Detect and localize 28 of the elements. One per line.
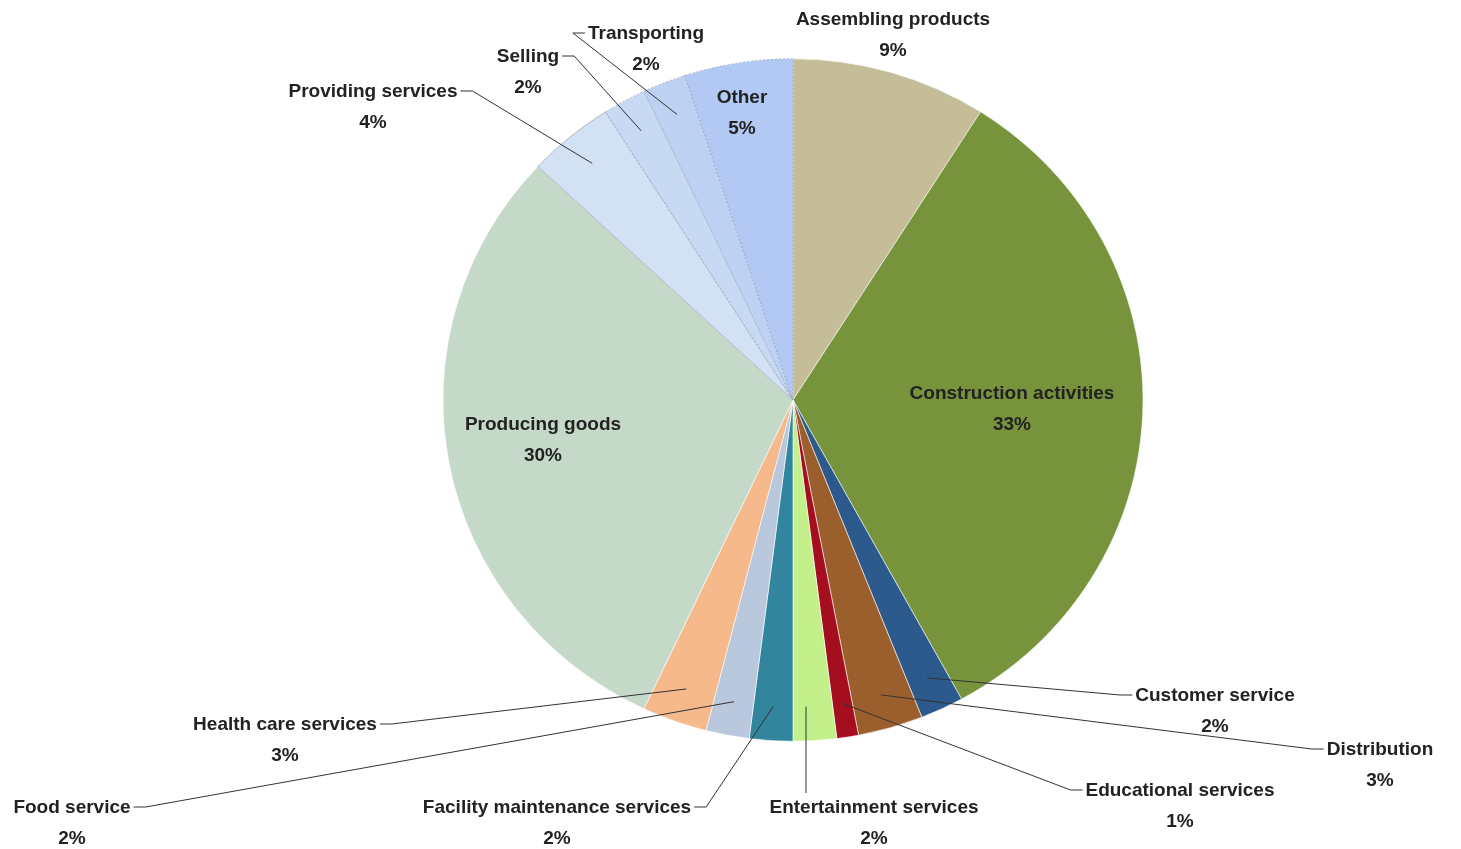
slice-label: Entertainment services [769,796,979,817]
slice-label: Health care services [193,713,377,734]
data-label: 2% [543,827,571,848]
data-label: 1% [1166,810,1194,831]
data-label: 2% [514,76,542,97]
data-label: 2% [860,827,888,848]
data-label: 30% [523,444,563,465]
slice-label: Producing goods [464,413,622,434]
slice-label: Other [716,86,768,107]
slice-label: Food service [13,796,131,817]
data-label: 4% [359,111,387,132]
slice-label: Distribution [1326,738,1434,759]
slice-label: Educational services [1085,779,1275,800]
slice-label: Facility maintenance services [422,796,692,817]
slice-label: Transporting [587,22,705,43]
data-label: 2% [1201,715,1229,736]
slice-label: Customer service [1135,684,1295,705]
slice-label: Construction activities [909,382,1115,403]
data-label: 5% [728,117,756,138]
slice-label: Assembling products [795,8,991,29]
data-label: 2% [632,53,660,74]
data-label: 3% [1366,769,1394,790]
data-label: 9% [879,39,907,60]
slice-label: Providing services [288,80,458,101]
slice-label: Selling [496,45,560,66]
data-label: 33% [992,413,1032,434]
data-label: 2% [58,827,86,848]
data-label: 3% [271,744,299,765]
